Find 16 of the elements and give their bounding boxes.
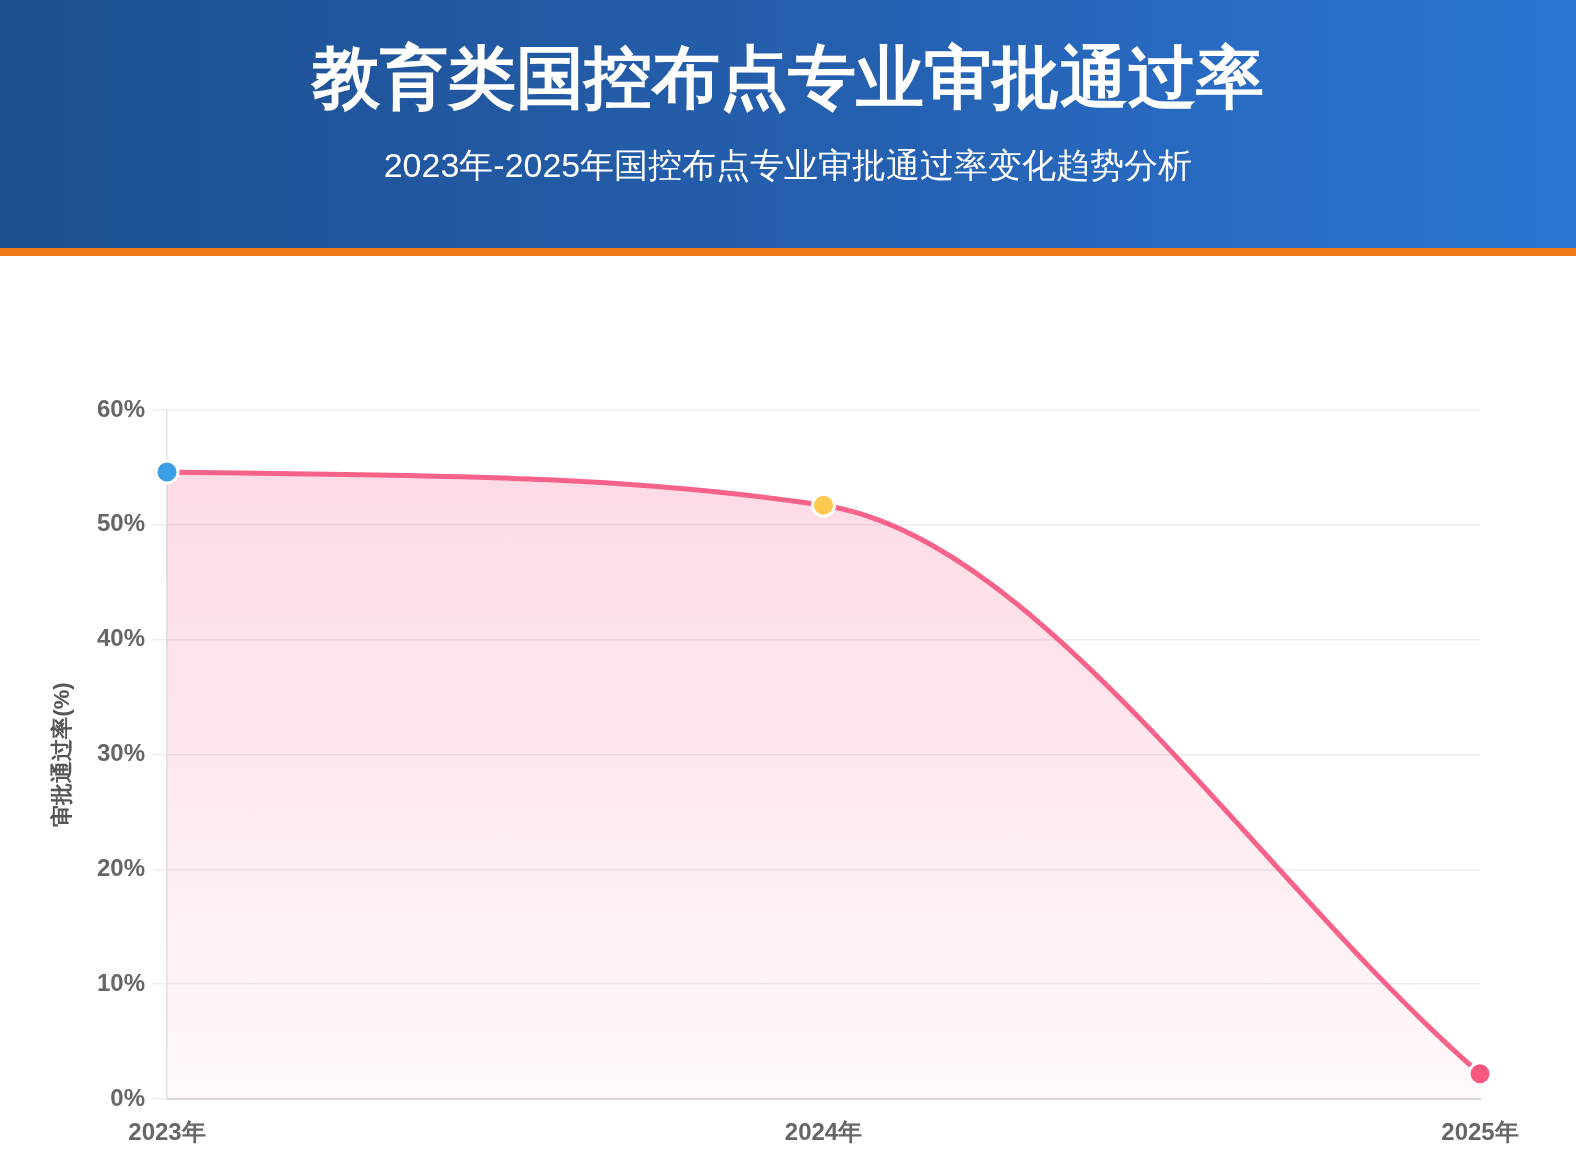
point	[811, 492, 836, 518]
x-tick-label: 2024年	[784, 1118, 863, 1146]
y-tick-label: 0%	[110, 1083, 145, 1111]
chart-subtitle: 2023年-2025年国控布点专业审批通过率变化趋势分析	[383, 145, 1193, 186]
y-tick-label: 60%	[96, 394, 145, 422]
x-tick-label: 2025年	[1441, 1118, 1519, 1146]
y-axis-title: 审批通过率(%)	[49, 682, 75, 827]
point	[154, 459, 180, 485]
y-tick-label: 30%	[96, 739, 145, 767]
point	[1467, 1061, 1493, 1087]
y-tick-label: 20%	[96, 853, 145, 881]
y-tick-label: 50%	[96, 509, 145, 537]
y-tick-label: 40%	[96, 624, 145, 652]
x-tick-label: 2023年	[128, 1118, 206, 1146]
chart-title: 教育类国控布点专业审批通过率	[312, 38, 1264, 117]
y-tick-label: 10%	[96, 968, 145, 996]
